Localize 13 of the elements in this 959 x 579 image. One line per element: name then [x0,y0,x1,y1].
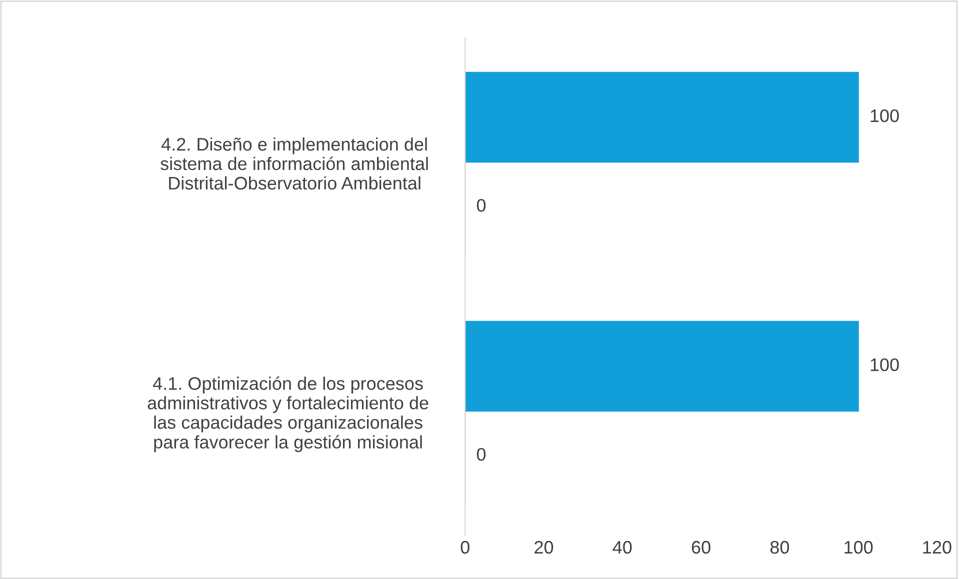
x-tick-label: 120 [923,540,952,554]
data-label: 0 [476,198,486,212]
x-tick-label: 40 [612,540,632,554]
y-tick-label: 4.2. Diseño e implementacion del sistema de información ambiental Distrital-Observatorio Ambiental [160,137,428,190]
x-tick-label: 80 [770,540,790,554]
x-tick-label: 0 [460,540,470,554]
x-tick-label: 60 [692,540,710,554]
data-label: 100 [870,358,899,372]
data-label: 100 [870,109,899,122]
x-tick-label: 20 [534,540,554,554]
x-tick-label: 100 [844,540,873,554]
y-tick-label: 4.1. Optimización de los procesos administrativos y fortalecimiento de las capacidades organizacionales para favorecer la gestión misional [148,376,428,452]
data-label: 0 [476,448,486,461]
